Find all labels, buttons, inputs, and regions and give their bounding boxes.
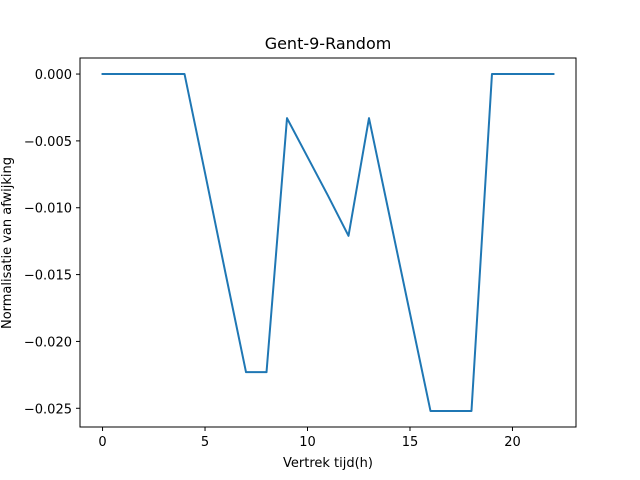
y-tick-label: −0.010: [24, 202, 72, 217]
x-axis-title: Vertrek tijd(h): [283, 456, 373, 471]
x-tick-label: 10: [299, 435, 316, 450]
series-line-0: [101, 73, 555, 412]
y-tick-label: 0.000: [35, 68, 72, 83]
y-tick-label: −0.005: [24, 135, 72, 150]
x-tick-label: 15: [402, 435, 419, 450]
x-tick-label: 20: [504, 435, 521, 450]
chart-title: Gent-9-Random: [265, 34, 392, 53]
x-tick-label: 0: [98, 435, 106, 450]
axes-frame: [79, 57, 577, 428]
y-tick-label: −0.025: [24, 402, 72, 417]
y-axis-title: Normalisatie van afwijking: [0, 157, 15, 329]
y-tick-label: −0.020: [24, 335, 72, 350]
x-tick-label: 5: [201, 435, 209, 450]
y-tick-label: −0.015: [24, 269, 72, 284]
plot-area: 0 5 10 15 20 0.000 −0.005 −0.010 −0.015 −0.020 −0.…: [24, 57, 577, 450]
